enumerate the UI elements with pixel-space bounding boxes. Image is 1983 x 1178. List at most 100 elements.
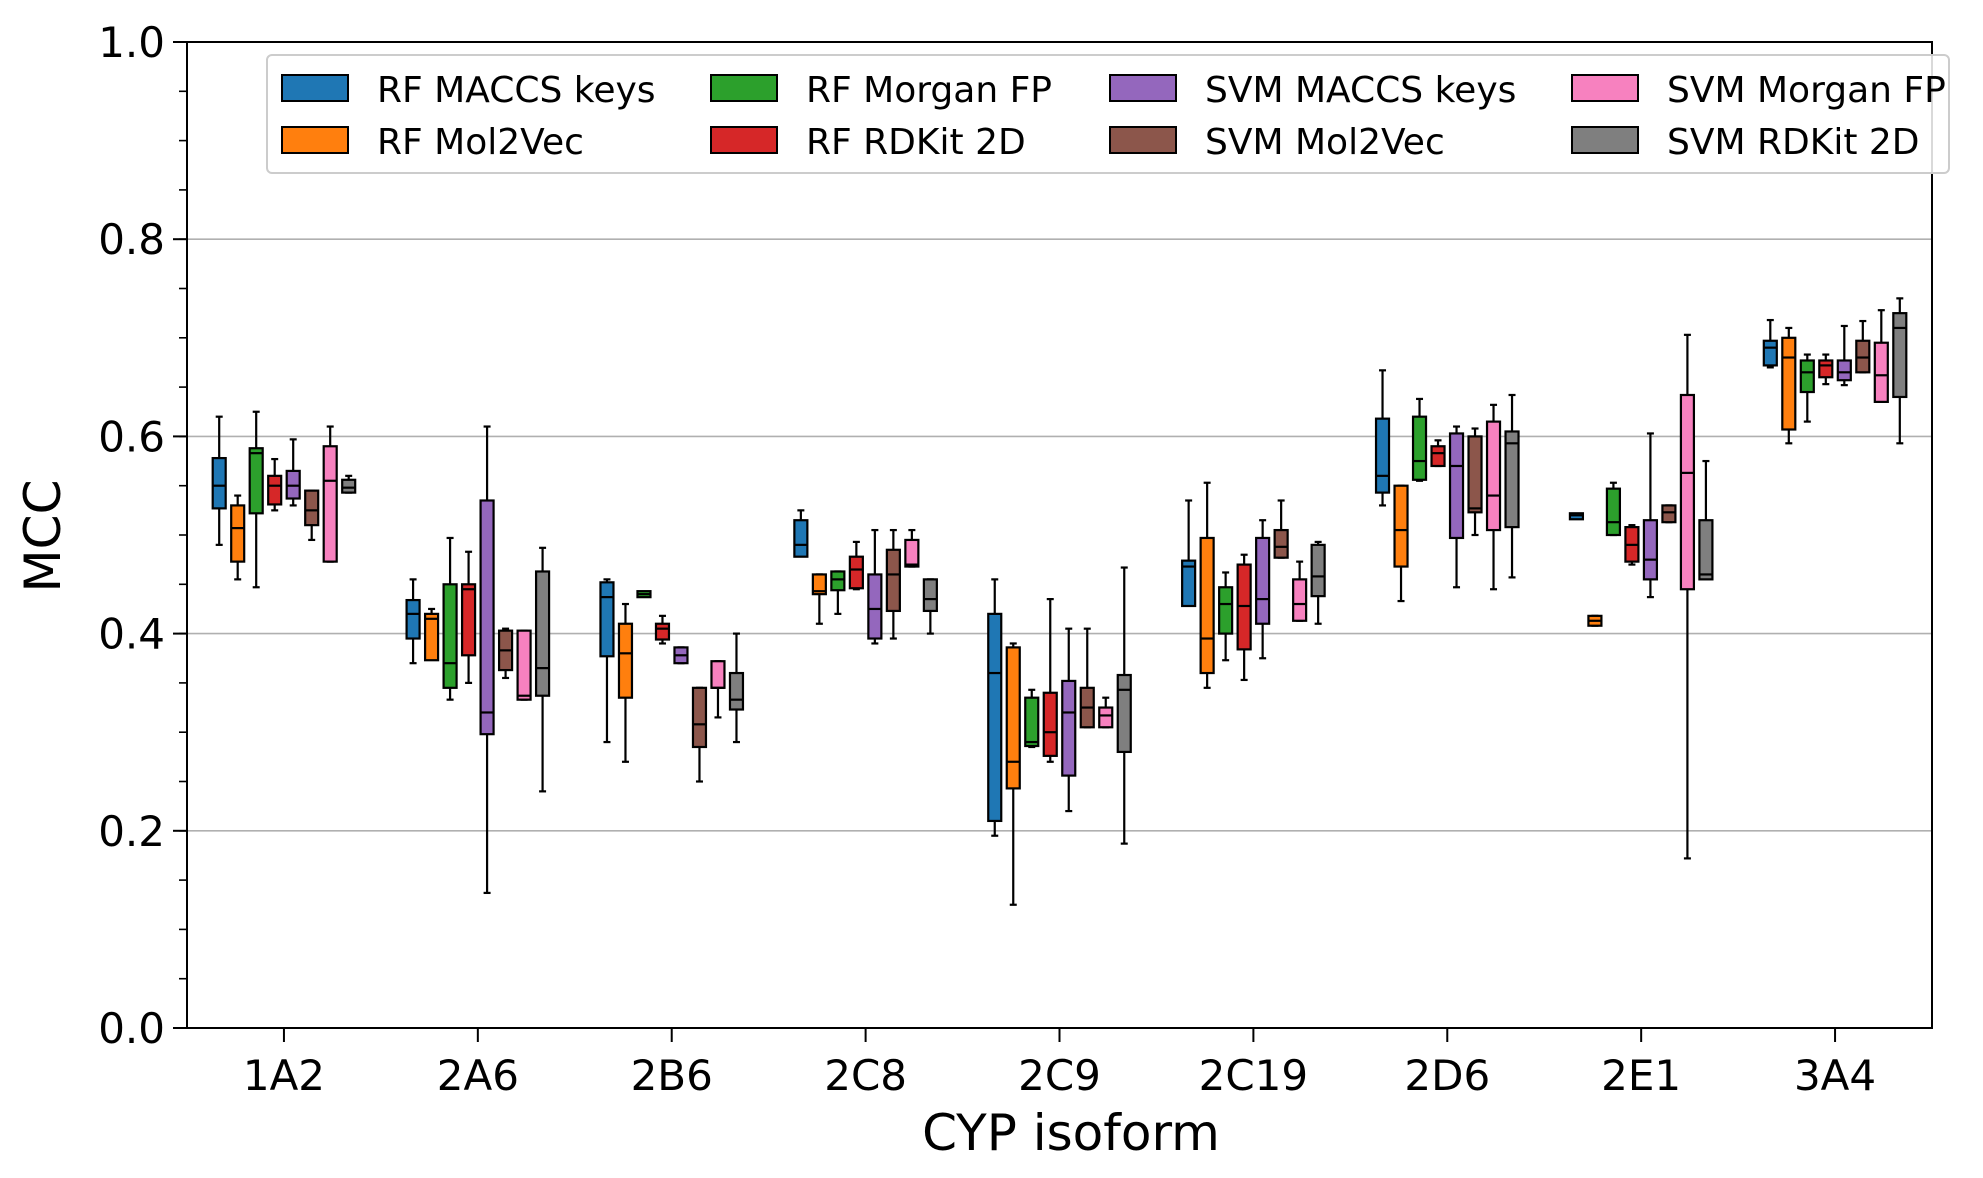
- box-iqr: [728, 671, 745, 711]
- box-iqr: [1116, 673, 1132, 754]
- box-rf-mol2vec: [1005, 642, 1021, 906]
- box-svm-maccs-keys: [1642, 432, 1659, 599]
- box-rf-morgan-fp: [1218, 571, 1234, 662]
- y-tick-label: 0.8: [98, 215, 165, 264]
- box-svm-mol2vec: [1661, 504, 1677, 524]
- box-iqr: [479, 499, 495, 736]
- box-iqr: [1218, 586, 1234, 635]
- box-iqr: [904, 538, 920, 568]
- box-svm-maccs-keys: [1061, 627, 1077, 813]
- legend-swatch: [281, 74, 349, 102]
- box-iqr: [1374, 417, 1391, 494]
- box-rf-mol2vec: [617, 602, 634, 763]
- box-iqr: [1661, 504, 1677, 524]
- box-iqr: [885, 548, 901, 613]
- x-tick-label: 2C9: [1018, 1051, 1101, 1100]
- x-tick-label: 2B6: [631, 1051, 713, 1100]
- box-svm-morgan-fp: [1873, 309, 1889, 403]
- legend-label: SVM Morgan FP: [1667, 70, 1946, 111]
- box-iqr: [793, 519, 809, 558]
- box-iqr: [1781, 336, 1797, 431]
- x-tick-label: 2E1: [1601, 1051, 1681, 1100]
- box-iqr: [405, 598, 421, 640]
- box-iqr: [1005, 646, 1021, 790]
- legend-swatch: [1109, 74, 1177, 102]
- box-svm-mol2vec: [304, 489, 320, 542]
- box-rf-maccs-keys: [793, 509, 809, 558]
- box-iqr: [1605, 487, 1622, 537]
- box-rf-rdkit-2d: [1818, 353, 1834, 386]
- box-iqr: [1273, 528, 1289, 559]
- legend-label: SVM Mol2Vec: [1205, 122, 1445, 163]
- box-iqr: [1762, 339, 1778, 367]
- box-rf-rdkit-2d: [1624, 524, 1640, 566]
- box-iqr: [1393, 484, 1409, 568]
- box-rf-maccs-keys: [405, 578, 421, 665]
- box-rf-maccs-keys: [1762, 318, 1778, 369]
- box-rf-mol2vec: [1781, 326, 1797, 445]
- box-iqr: [322, 445, 338, 563]
- box-iqr: [1448, 432, 1465, 540]
- box-svm-maccs-keys: [1255, 519, 1271, 660]
- box-iqr: [710, 660, 726, 689]
- box-svm-morgan-fp: [516, 629, 532, 701]
- box-svm-rdkit-2d: [922, 578, 938, 635]
- box-iqr: [1255, 536, 1271, 625]
- box-svm-rdkit-2d: [341, 474, 357, 494]
- box-rf-morgan-fp: [1605, 481, 1622, 537]
- box-iqr: [1873, 341, 1889, 403]
- box-iqr: [599, 581, 615, 658]
- box-iqr: [1181, 559, 1197, 608]
- box-rf-rdkit-2d: [1430, 439, 1446, 468]
- x-tick-label: 1A2: [243, 1051, 325, 1100]
- box-svm-mol2vec: [1467, 427, 1483, 537]
- box-svm-mol2vec: [1273, 499, 1289, 559]
- box-iqr: [534, 570, 551, 697]
- box-iqr: [304, 489, 320, 527]
- box-rf-mol2vec: [230, 494, 246, 581]
- legend-label: RF RDKit 2D: [806, 122, 1026, 163]
- box-iqr: [1799, 359, 1815, 394]
- box-rf-mol2vec: [1393, 484, 1409, 603]
- box-svm-maccs-keys: [1836, 324, 1852, 387]
- box-svm-morgan-fp: [904, 528, 920, 568]
- box-iqr: [516, 629, 532, 701]
- legend-swatch: [281, 126, 349, 154]
- box-rf-maccs-keys: [1374, 369, 1391, 507]
- box-svm-maccs-keys: [867, 528, 883, 645]
- box-rf-rdkit-2d: [1236, 553, 1252, 682]
- grid-layer: [187, 238, 1932, 832]
- legend: RF MACCS keys RF Mol2Vec RF Morgan FP RF RD…: [266, 54, 1950, 174]
- box-iqr: [1098, 706, 1114, 729]
- box-iqr: [691, 686, 708, 749]
- box-rf-morgan-fp: [248, 410, 264, 589]
- box-iqr: [848, 555, 864, 590]
- y-tick-label: 0.2: [98, 807, 165, 856]
- box-iqr: [423, 612, 440, 662]
- box-iqr: [1679, 393, 1696, 591]
- y-tick-label: 1.0: [98, 18, 165, 67]
- box-layer: [211, 297, 1908, 906]
- box-rf-mol2vec: [811, 573, 827, 625]
- box-rf-maccs-keys: [211, 415, 227, 546]
- box-svm-maccs-keys: [479, 425, 495, 895]
- legend-swatch: [1109, 126, 1177, 154]
- box-rf-mol2vec: [423, 607, 440, 662]
- box-svm-rdkit-2d: [1892, 297, 1908, 445]
- box-iqr: [1430, 445, 1446, 468]
- box-iqr: [1292, 578, 1308, 622]
- box-iqr: [617, 622, 634, 699]
- box-svm-rdkit-2d: [1504, 393, 1520, 579]
- box-svm-mol2vec: [497, 627, 514, 680]
- y-tick-label: 0.0: [98, 1004, 165, 1053]
- legend-swatch: [710, 74, 778, 102]
- box-iqr: [867, 573, 883, 640]
- legend-swatch: [1571, 126, 1639, 154]
- box-rf-maccs-keys: [599, 578, 615, 744]
- y-tick-label: 0.4: [98, 610, 165, 659]
- box-rf-morgan-fp: [1411, 397, 1428, 482]
- box-svm-morgan-fp: [1485, 403, 1502, 591]
- box-iqr: [1818, 359, 1834, 379]
- box-svm-morgan-fp: [1292, 560, 1308, 622]
